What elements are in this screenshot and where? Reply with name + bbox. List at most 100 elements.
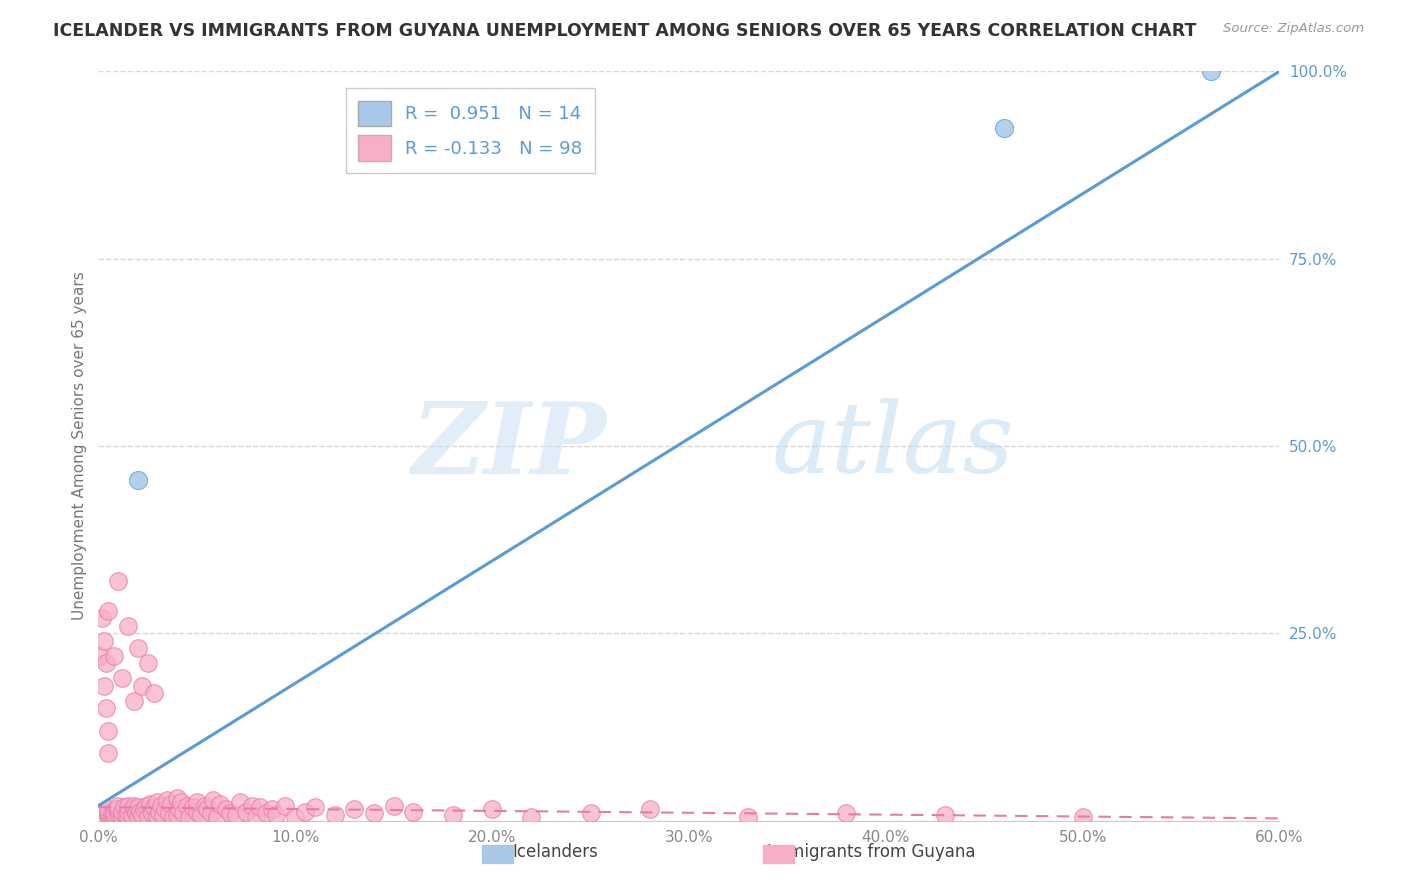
Point xyxy=(121,807,143,822)
Point xyxy=(284,810,307,824)
Point xyxy=(201,792,224,806)
Point xyxy=(579,806,602,821)
Point xyxy=(97,807,120,822)
Point xyxy=(105,802,128,816)
Point xyxy=(294,805,316,819)
Point xyxy=(138,797,160,812)
Point xyxy=(127,473,149,487)
Point xyxy=(111,810,134,824)
Point xyxy=(993,120,1015,135)
Point xyxy=(441,807,464,822)
Point xyxy=(142,686,165,700)
Point xyxy=(254,806,277,821)
Point xyxy=(186,805,208,819)
Point xyxy=(934,807,956,822)
Point xyxy=(96,657,118,671)
Point xyxy=(209,797,232,812)
Point xyxy=(304,800,326,814)
Point xyxy=(170,795,193,809)
Point xyxy=(122,802,145,816)
Point xyxy=(157,806,180,821)
Point xyxy=(155,802,177,816)
Point xyxy=(128,805,150,819)
Point xyxy=(225,807,247,822)
Point xyxy=(190,807,212,822)
Point xyxy=(264,807,287,822)
Point xyxy=(245,810,267,824)
Point xyxy=(122,694,145,708)
Point xyxy=(103,805,125,819)
Point xyxy=(249,800,271,814)
Point xyxy=(177,810,200,824)
Text: Icelanders: Icelanders xyxy=(512,843,599,861)
Point xyxy=(111,671,134,685)
Point xyxy=(520,810,543,824)
Point xyxy=(194,798,217,813)
Point xyxy=(200,806,222,821)
Point xyxy=(115,807,138,822)
Point xyxy=(117,810,139,824)
Point xyxy=(343,802,366,816)
Point xyxy=(166,807,188,822)
Point xyxy=(160,797,183,812)
Point xyxy=(162,810,184,824)
Point xyxy=(107,574,129,588)
Text: atlas: atlas xyxy=(772,399,1014,493)
Point xyxy=(172,806,194,821)
Point xyxy=(97,806,120,821)
Point xyxy=(219,806,242,821)
Point xyxy=(103,807,125,822)
Text: ZIP: ZIP xyxy=(412,398,606,494)
Point xyxy=(382,798,405,813)
Point xyxy=(229,795,252,809)
Text: Source: ZipAtlas.com: Source: ZipAtlas.com xyxy=(1223,22,1364,36)
Point xyxy=(101,806,124,821)
Point xyxy=(152,807,174,822)
Point xyxy=(638,802,661,816)
Point xyxy=(481,802,503,816)
Point xyxy=(136,657,159,671)
Point xyxy=(127,641,149,656)
Point xyxy=(89,648,111,663)
Point xyxy=(323,807,346,822)
Point xyxy=(135,798,157,813)
Point xyxy=(97,604,120,618)
Point xyxy=(274,798,297,813)
Point xyxy=(205,810,228,824)
Point xyxy=(363,806,385,821)
Point xyxy=(167,802,190,816)
Point xyxy=(141,806,163,821)
Point xyxy=(146,795,169,809)
Point xyxy=(117,805,139,819)
Point xyxy=(156,792,179,806)
Point xyxy=(127,810,149,824)
Point xyxy=(117,798,139,813)
Point xyxy=(136,810,159,824)
Point xyxy=(402,805,425,819)
Point xyxy=(97,802,120,816)
Point xyxy=(107,798,129,813)
Text: ICELANDER VS IMMIGRANTS FROM GUYANA UNEMPLOYMENT AMONG SENIORS OVER 65 YEARS COR: ICELANDER VS IMMIGRANTS FROM GUYANA UNEM… xyxy=(53,22,1197,40)
Point xyxy=(91,611,114,625)
Point xyxy=(111,805,134,819)
Point xyxy=(166,791,188,805)
Point xyxy=(112,800,135,814)
Point xyxy=(260,802,283,816)
Point xyxy=(737,810,759,824)
Point xyxy=(235,805,257,819)
Point xyxy=(131,679,153,693)
Point xyxy=(117,619,139,633)
Point xyxy=(107,802,129,816)
Point xyxy=(835,806,858,821)
Point xyxy=(1199,64,1222,78)
Y-axis label: Unemployment Among Seniors over 65 years: Unemployment Among Seniors over 65 years xyxy=(72,272,87,620)
Point xyxy=(148,805,170,819)
Point xyxy=(240,798,263,813)
Point xyxy=(101,810,124,824)
Point xyxy=(97,723,120,738)
Point xyxy=(122,798,145,813)
Point xyxy=(215,802,238,816)
Point xyxy=(186,795,208,809)
Point xyxy=(97,810,120,824)
Point xyxy=(127,800,149,814)
